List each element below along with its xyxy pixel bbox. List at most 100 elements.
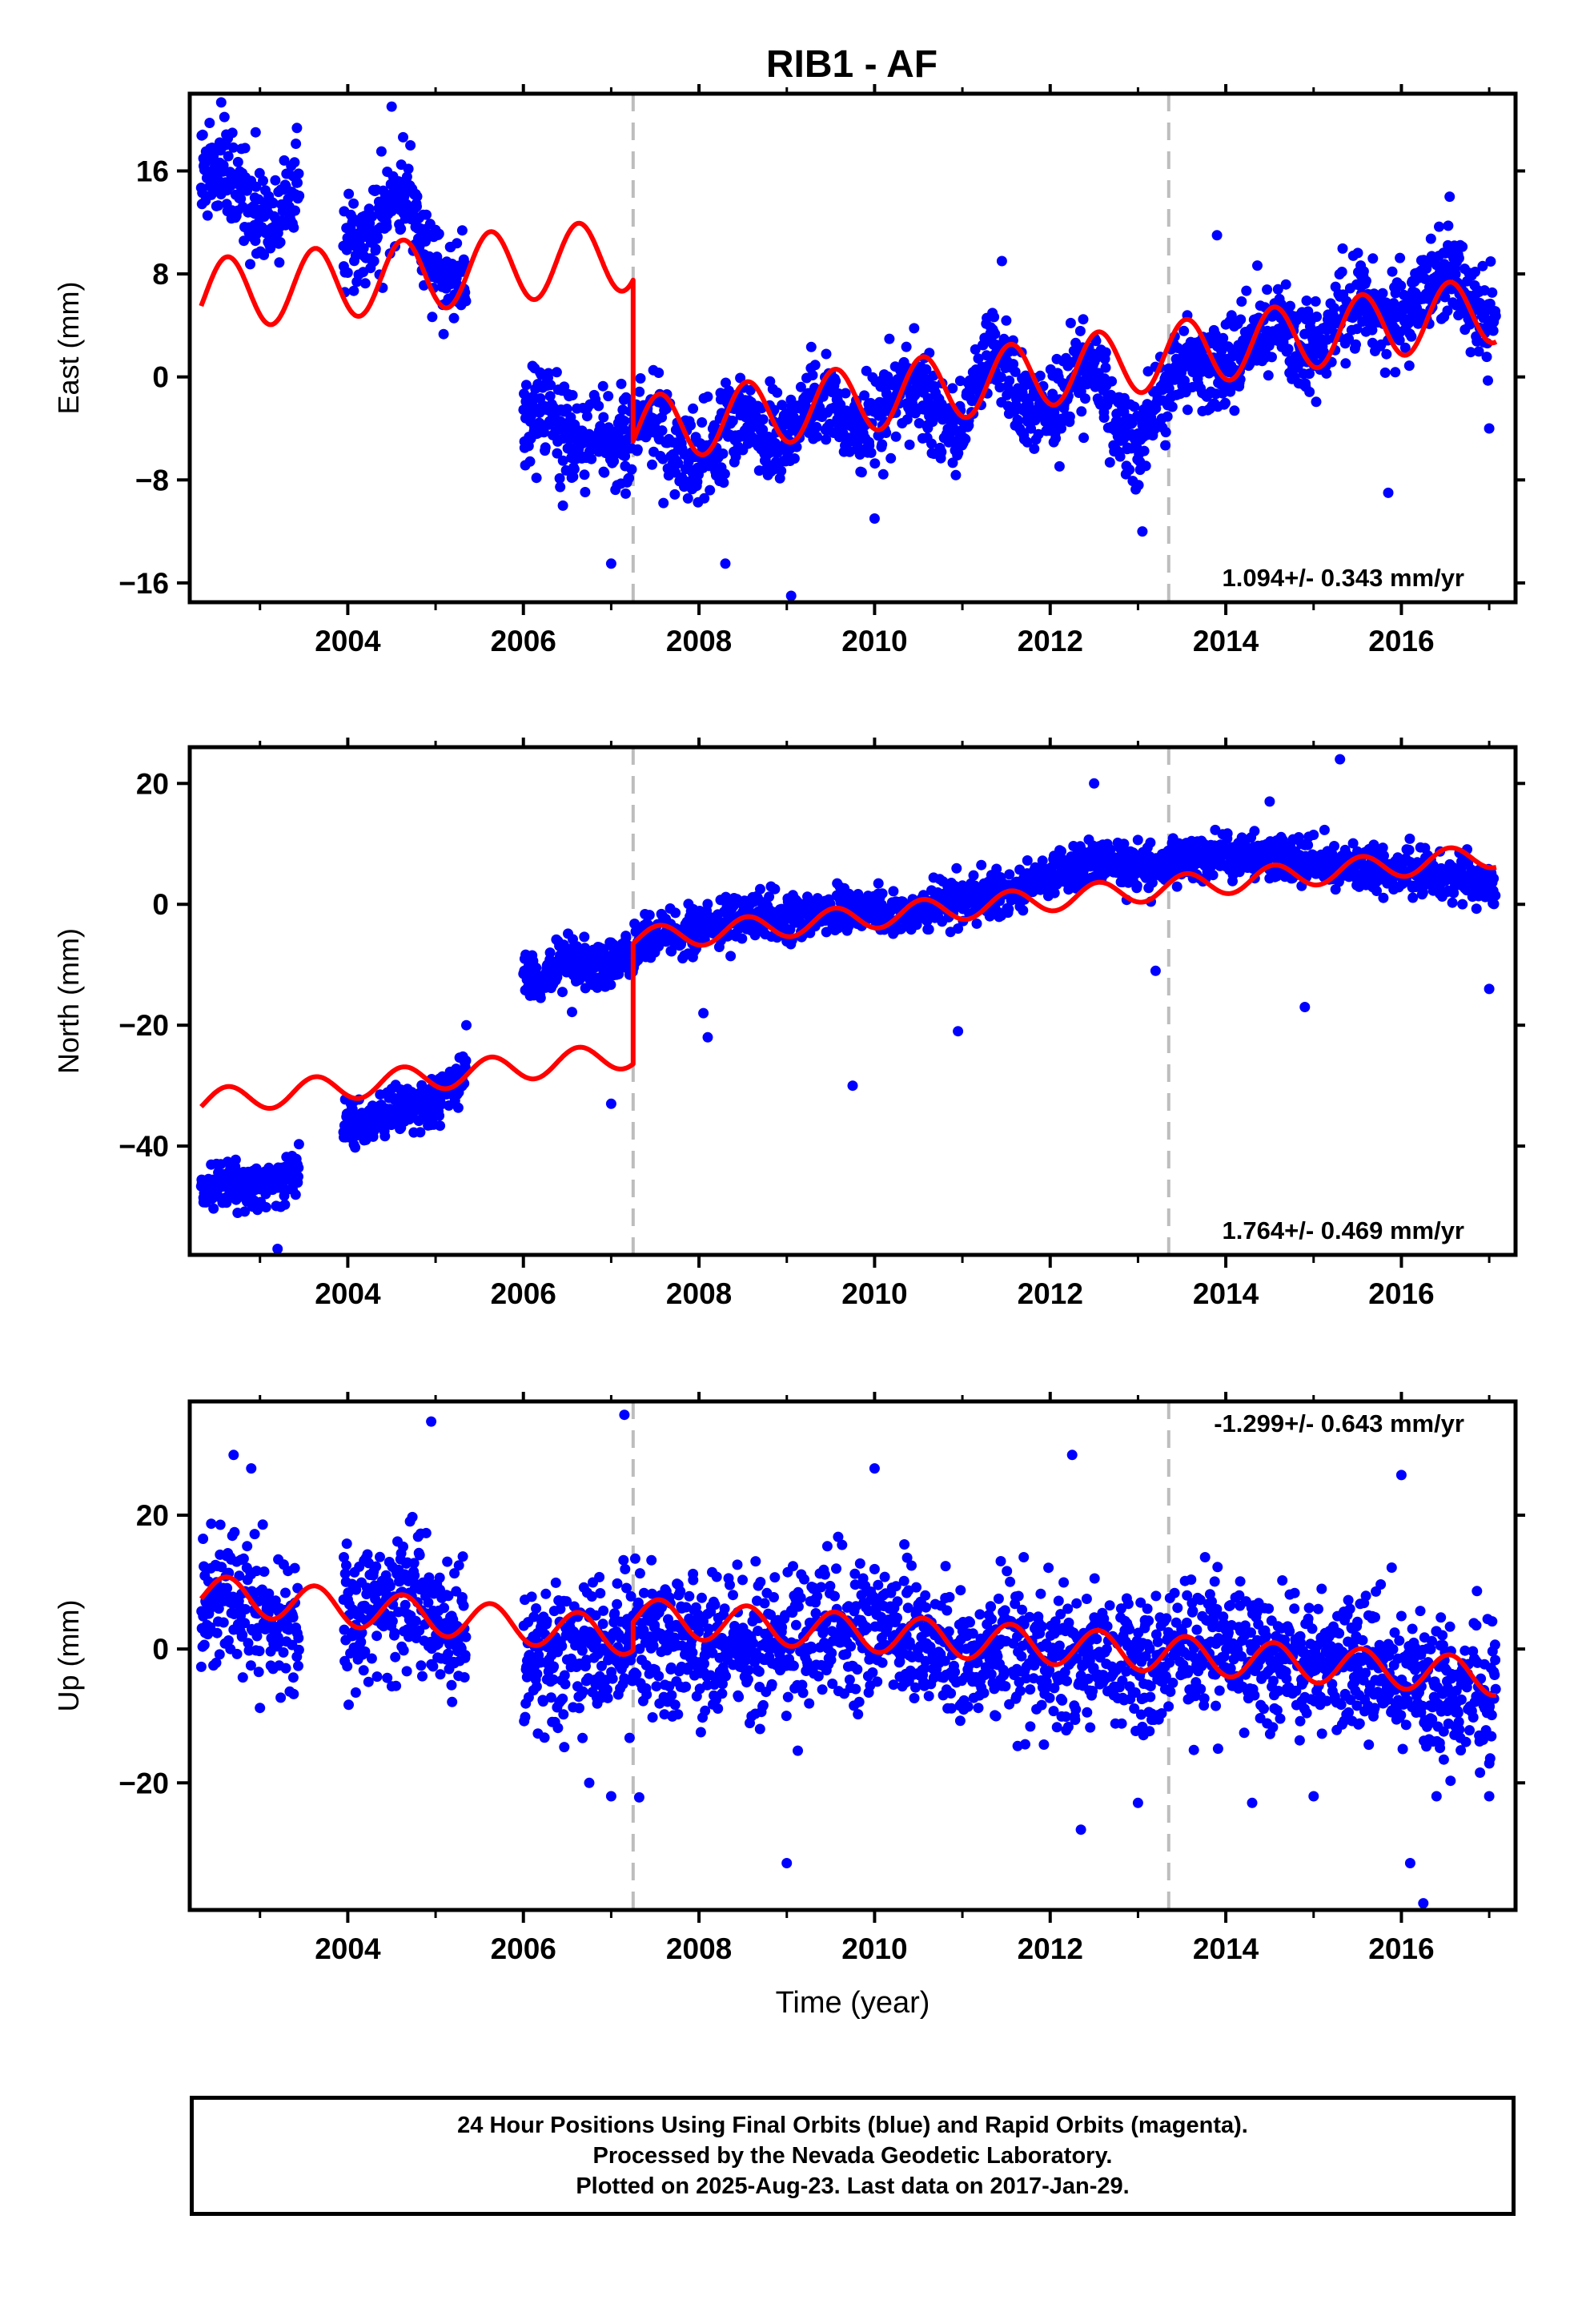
data-point bbox=[1407, 892, 1419, 903]
y-tick-label: 16 bbox=[136, 155, 169, 187]
data-point bbox=[214, 1649, 225, 1660]
data-point bbox=[1477, 260, 1488, 271]
data-point bbox=[1098, 412, 1110, 423]
data-point bbox=[1236, 296, 1247, 307]
x-tick-label: 2012 bbox=[1018, 1277, 1083, 1310]
data-point bbox=[1450, 268, 1461, 279]
data-point bbox=[1488, 325, 1499, 336]
data-point bbox=[869, 458, 881, 469]
data-point bbox=[821, 434, 832, 445]
data-point bbox=[598, 412, 609, 423]
data-point bbox=[545, 380, 556, 391]
data-point bbox=[1447, 897, 1458, 908]
data-point bbox=[460, 296, 472, 307]
data-point bbox=[947, 383, 958, 394]
data-point bbox=[343, 188, 355, 199]
data-point bbox=[1310, 296, 1321, 307]
data-point bbox=[1003, 903, 1014, 915]
data-point bbox=[1182, 404, 1193, 416]
data-point bbox=[877, 439, 888, 450]
data-point bbox=[624, 472, 635, 484]
data-point bbox=[776, 465, 787, 476]
data-point bbox=[901, 341, 912, 352]
data-point bbox=[1337, 243, 1348, 254]
data-point bbox=[1329, 841, 1339, 851]
data-point bbox=[1485, 256, 1496, 267]
data-point bbox=[1080, 393, 1090, 404]
data-point bbox=[436, 1099, 447, 1110]
data-point bbox=[1133, 480, 1144, 491]
y-tick-label: 0 bbox=[152, 361, 169, 394]
data-point bbox=[535, 992, 546, 1003]
data-point bbox=[294, 191, 305, 201]
data-point bbox=[524, 456, 536, 467]
data-point bbox=[634, 386, 645, 397]
data-point bbox=[544, 947, 556, 959]
data-point bbox=[1379, 367, 1391, 378]
data-point bbox=[605, 1098, 616, 1109]
data-point bbox=[288, 222, 299, 233]
data-point bbox=[279, 155, 290, 166]
data-point bbox=[1403, 844, 1415, 855]
data-point bbox=[1140, 460, 1151, 472]
data-point bbox=[579, 469, 590, 480]
x-tick-label: 2008 bbox=[666, 625, 732, 657]
data-point bbox=[427, 312, 438, 323]
data-point bbox=[989, 312, 1000, 323]
data-point bbox=[620, 488, 631, 499]
data-point bbox=[412, 201, 422, 212]
data-point bbox=[1124, 464, 1135, 475]
data-point bbox=[206, 1518, 217, 1530]
data-point bbox=[877, 888, 888, 899]
data-point bbox=[1358, 266, 1369, 277]
data-point bbox=[290, 205, 300, 216]
data-point bbox=[1443, 220, 1454, 231]
data-point bbox=[1029, 443, 1040, 454]
data-point bbox=[620, 392, 632, 403]
data-point bbox=[764, 891, 775, 903]
data-point bbox=[1488, 873, 1500, 884]
data-point bbox=[1129, 401, 1140, 412]
data-point bbox=[438, 328, 449, 340]
data-point bbox=[215, 97, 227, 108]
panel-frame bbox=[187, 745, 1518, 1257]
data-point bbox=[1145, 837, 1156, 848]
data-point bbox=[954, 376, 966, 387]
data-point bbox=[1050, 432, 1062, 444]
y-tick-label: 0 bbox=[152, 888, 169, 921]
x-tick-label: 2014 bbox=[1193, 1277, 1259, 1310]
data-point bbox=[720, 558, 731, 569]
data-point bbox=[1483, 375, 1493, 386]
data-point bbox=[1065, 317, 1076, 328]
data-point bbox=[1010, 366, 1021, 377]
data-point bbox=[1026, 423, 1037, 434]
data-point bbox=[251, 181, 262, 192]
data-point bbox=[416, 1080, 428, 1091]
data-point bbox=[1442, 305, 1453, 316]
y-tick-label: −20 bbox=[118, 1009, 169, 1042]
data-point bbox=[632, 444, 643, 455]
x-tick-label: 2004 bbox=[315, 1277, 381, 1310]
data-point bbox=[1138, 445, 1150, 456]
y-tick-label: 8 bbox=[152, 258, 169, 291]
data-point bbox=[289, 157, 300, 168]
data-point bbox=[702, 899, 713, 910]
data-point bbox=[291, 139, 302, 149]
data-point bbox=[1020, 370, 1031, 381]
data-point bbox=[620, 451, 631, 461]
data-point bbox=[1490, 890, 1501, 901]
data-point bbox=[1471, 903, 1482, 915]
data-point bbox=[1399, 342, 1411, 353]
panel-1: 2004 2006 2008 2010 2012 2014 2016−16−80816Eas… bbox=[52, 84, 1525, 657]
data-point bbox=[682, 493, 693, 504]
data-point bbox=[1267, 352, 1277, 363]
data-point bbox=[1404, 833, 1415, 844]
data-point bbox=[235, 193, 247, 204]
data-point bbox=[405, 140, 416, 151]
data-point bbox=[901, 414, 913, 425]
data-point bbox=[616, 378, 627, 389]
data-point bbox=[461, 1019, 472, 1031]
data-point bbox=[274, 257, 285, 268]
data-point bbox=[218, 1617, 229, 1628]
data-point bbox=[265, 243, 276, 254]
